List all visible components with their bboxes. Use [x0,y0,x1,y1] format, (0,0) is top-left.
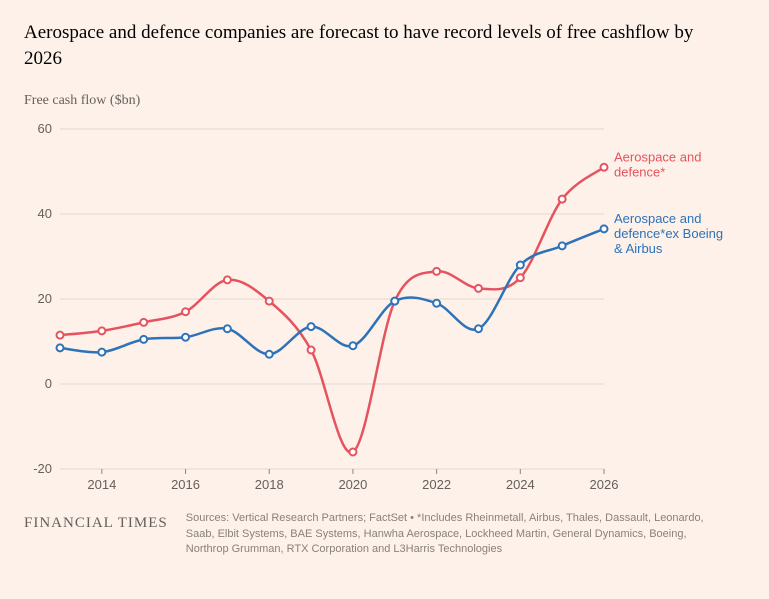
data-marker [308,347,315,354]
series-line-ad [60,168,604,453]
chart-container: Aerospace and defence companies are fore… [0,0,769,599]
y-tick-label: 20 [38,291,52,306]
source-text: Sources: Vertical Research Partners; Fac… [186,511,716,557]
x-tick-label: 2016 [171,477,200,492]
data-marker [140,319,147,326]
series-label-ad_ex: Aerospace anddefence*ex Boeing& Airbus [614,211,723,256]
x-tick-label: 2020 [338,477,367,492]
chart-subtitle: Free cash flow ($bn) [24,93,745,109]
data-marker [98,328,105,335]
data-marker [266,298,273,305]
chart-svg: -20 0 20 40 60 2014 2016 2018 2020 2022 2024 2026 Ae… [24,117,744,497]
brand-label: FINANCIAL TIMES [24,511,168,532]
data-marker [349,343,356,350]
plot-area: -20 0 20 40 60 2014 2016 2018 2020 2022 2024 2026 Ae… [24,117,744,497]
data-marker [98,349,105,356]
data-marker [349,449,356,456]
x-tick-label: 2026 [590,477,619,492]
data-marker [433,300,440,307]
chart-title: Aerospace and defence companies are fore… [24,20,704,71]
y-tick-label: 0 [45,376,52,391]
data-marker [182,309,189,316]
x-tick-label: 2018 [255,477,284,492]
data-marker [559,243,566,250]
data-marker [475,285,482,292]
footer: FINANCIAL TIMES Sources: Vertical Resear… [24,511,745,557]
data-marker [433,268,440,275]
series-label-ad: Aerospace anddefence* [614,150,701,180]
data-marker [601,164,608,171]
data-marker [224,326,231,333]
data-marker [266,351,273,358]
y-tick-label: 40 [38,206,52,221]
data-marker [475,326,482,333]
data-marker [559,196,566,203]
y-tick-label: -20 [33,461,52,476]
y-tick-label: 60 [38,121,52,136]
data-marker [517,275,524,282]
data-marker [391,298,398,305]
data-marker [224,277,231,284]
data-marker [182,334,189,341]
x-tick-label: 2014 [87,477,116,492]
data-marker [601,226,608,233]
data-marker [517,262,524,269]
data-marker [308,323,315,330]
data-marker [57,332,64,339]
data-marker [140,336,147,343]
x-tick-label: 2022 [422,477,451,492]
x-tick-label: 2024 [506,477,535,492]
data-marker [57,345,64,352]
